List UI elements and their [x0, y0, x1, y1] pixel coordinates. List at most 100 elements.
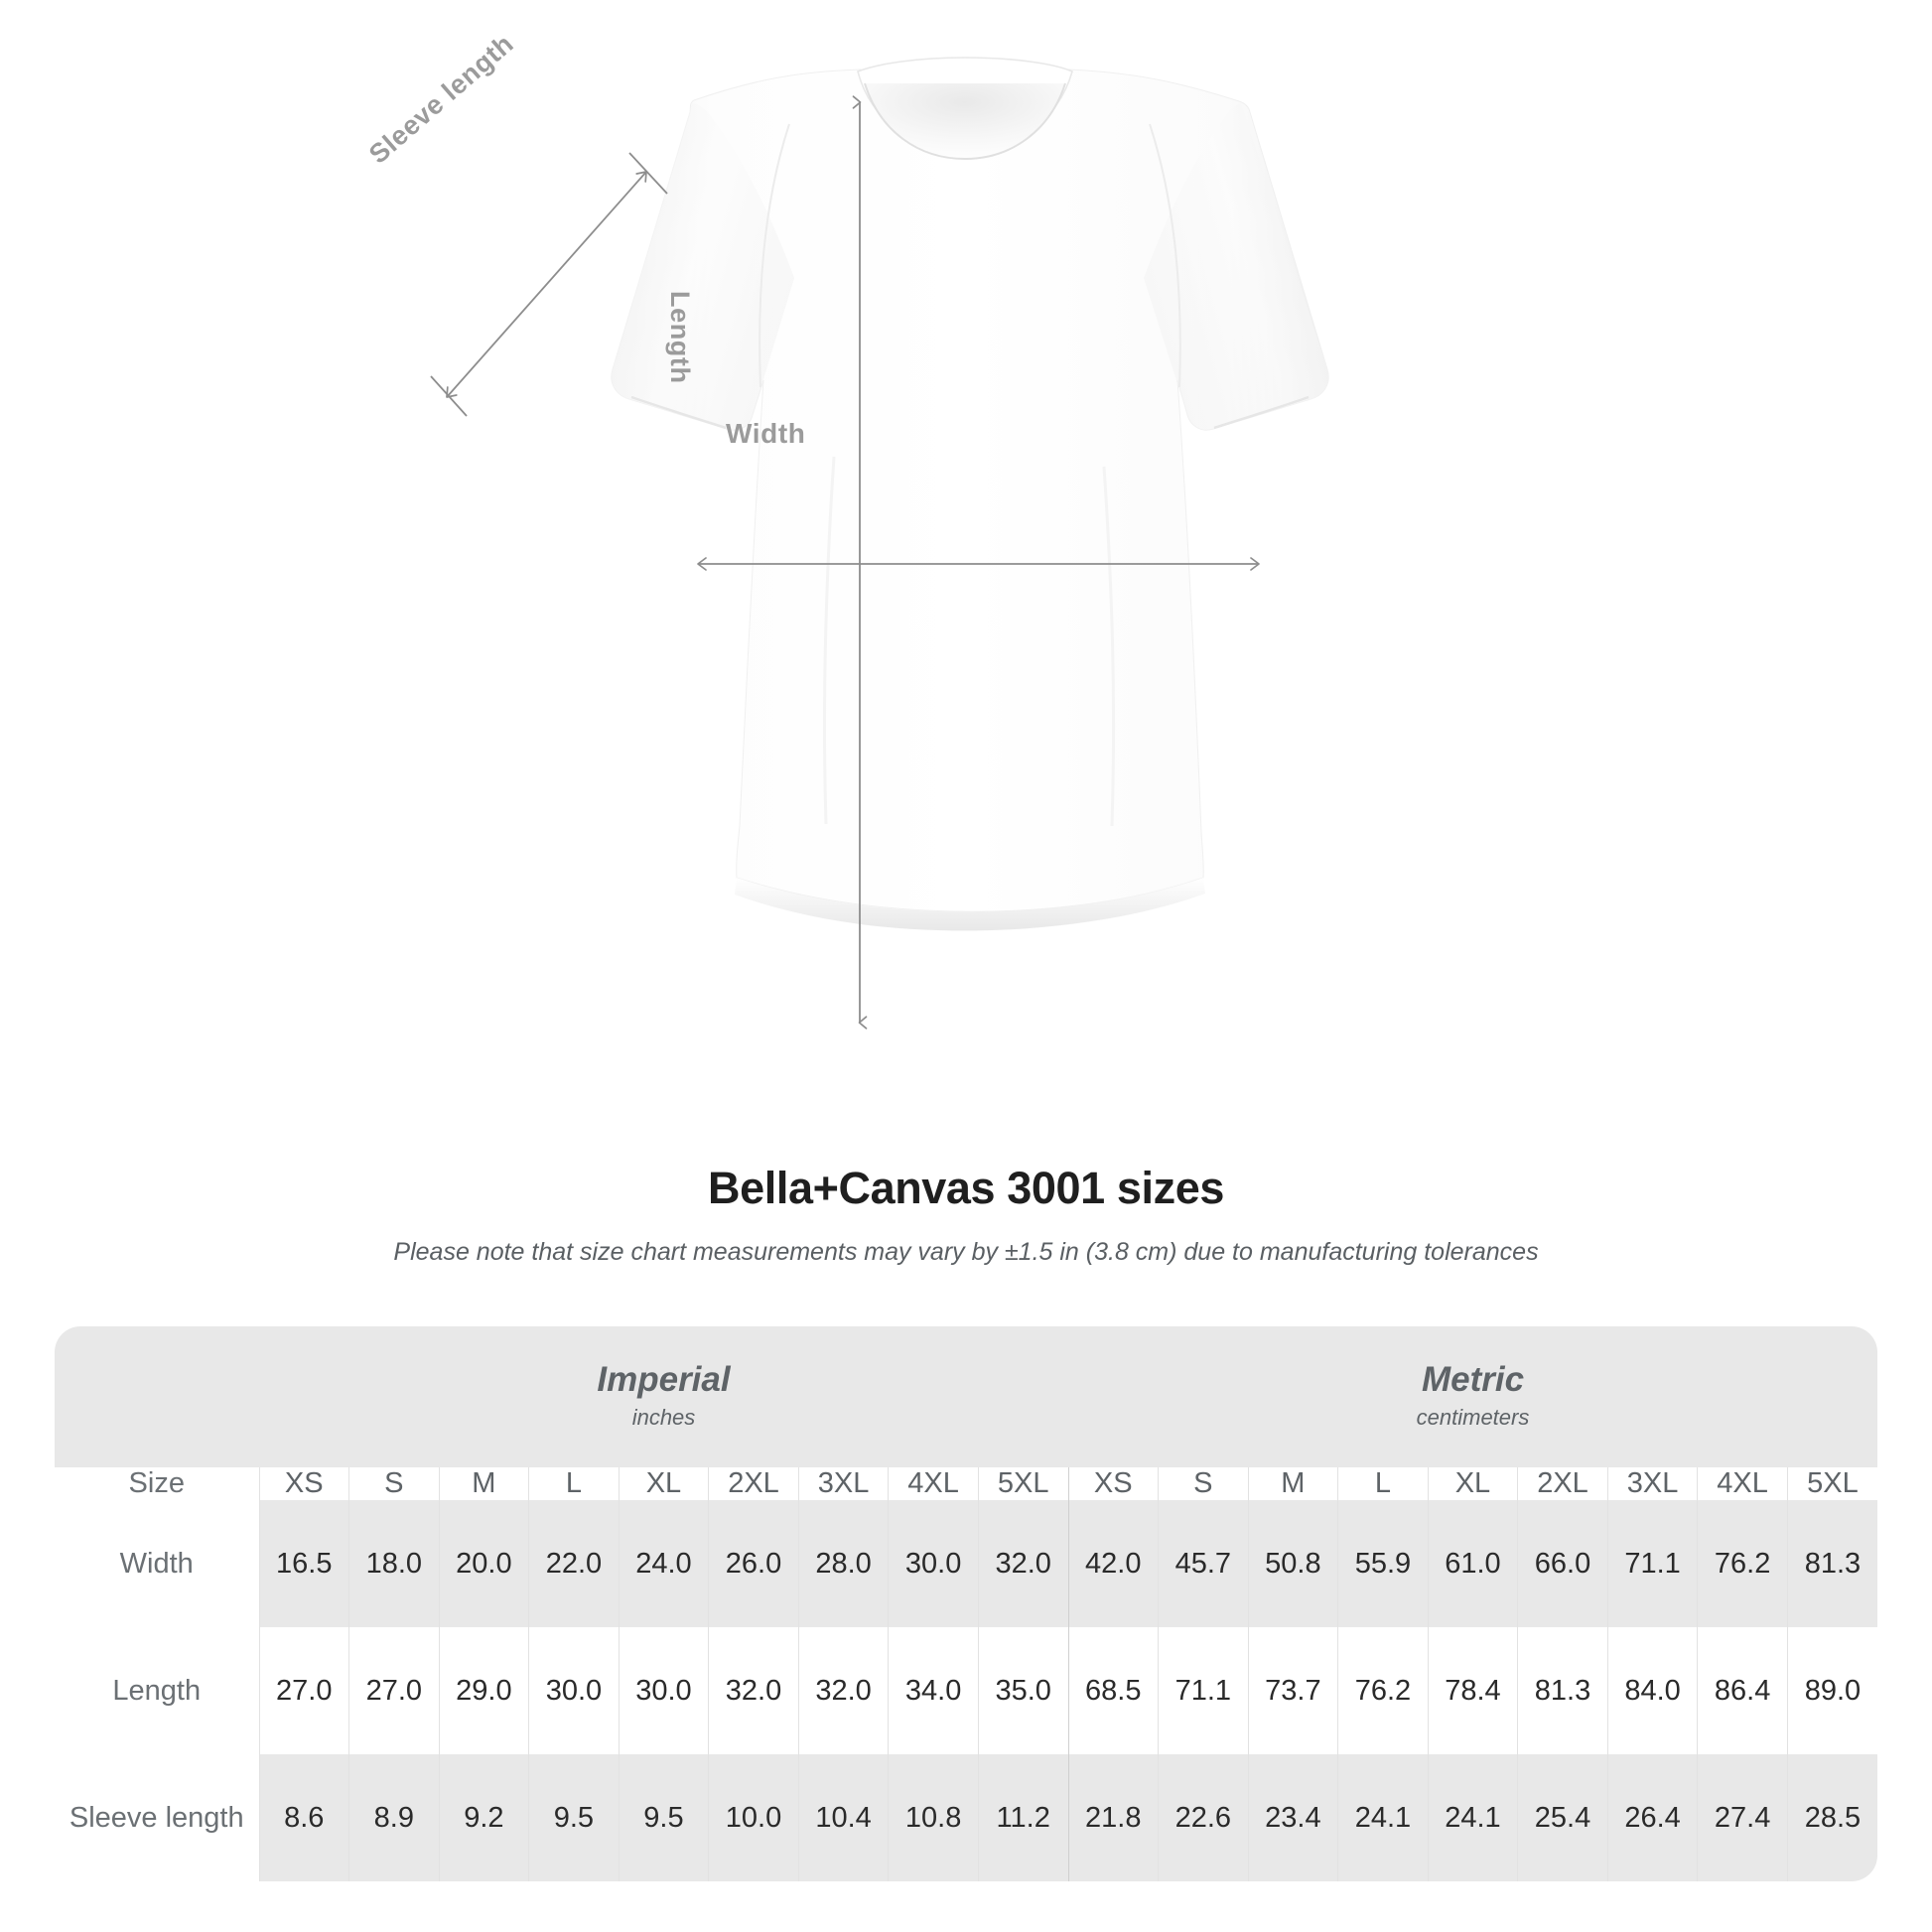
cell-2-16: 27.4 [1697, 1754, 1788, 1881]
cell-0-11: 50.8 [1247, 1500, 1338, 1627]
unit-name-imperial: Imperial [597, 1360, 731, 1400]
tshirt-illustration [430, 57, 1329, 1030]
width-label: Width [726, 418, 806, 449]
size-header-11: M [1247, 1467, 1338, 1500]
cell-1-11: 73.7 [1247, 1627, 1338, 1754]
cell-1-14: 81.3 [1517, 1627, 1608, 1754]
right-sleeve-hem [1213, 395, 1310, 430]
cell-2-5: 10.0 [708, 1754, 799, 1881]
row-label-sleeve-length: Sleeve length [69, 1801, 244, 1834]
sleeve-tick-start [430, 375, 468, 417]
length-label: Length [665, 291, 695, 384]
size-header-17: 5XL [1786, 1467, 1877, 1500]
cell-2-9: 21.8 [1067, 1754, 1159, 1881]
tshirt-left-sleeve [611, 103, 794, 431]
cell-1-15: 84.0 [1606, 1627, 1698, 1754]
cell-2-7: 10.8 [888, 1754, 979, 1881]
cell-2-6: 10.4 [797, 1754, 889, 1881]
left-sleeve-hem [630, 395, 727, 430]
unit-sub-metric: centimeters [1416, 1404, 1530, 1430]
cell-2-3: 9.5 [528, 1754, 620, 1881]
cell-0-7: 30.0 [888, 1500, 979, 1627]
cell-2-14: 25.4 [1517, 1754, 1608, 1881]
cell-1-6: 32.0 [797, 1627, 889, 1754]
body-fold-right [1102, 466, 1116, 827]
cell-0-14: 66.0 [1517, 1500, 1608, 1627]
size-header-14: 2XL [1517, 1467, 1608, 1500]
cell-2-12: 24.1 [1337, 1754, 1429, 1881]
cell-1-9: 68.5 [1067, 1627, 1159, 1754]
cell-1-4: 30.0 [618, 1627, 709, 1754]
cell-2-10: 22.6 [1158, 1754, 1249, 1881]
size-header-9: XS [1067, 1467, 1159, 1500]
cell-0-5: 26.0 [708, 1500, 799, 1627]
size-header-16: 4XL [1697, 1467, 1788, 1500]
cell-2-8: 11.2 [977, 1754, 1068, 1881]
table-body: Width 16.5 18.0 20.0 22.0 24.0 26.0 28.0 30.0 32.… [55, 1500, 1877, 1881]
cell-1-10: 71.1 [1158, 1627, 1249, 1754]
right-armhole-seam [1149, 123, 1181, 388]
unit-name-metric: Metric [1421, 1360, 1525, 1400]
table-row: Length 27.0 27.0 29.0 30.0 30.0 32.0 32.0 34.0 35… [55, 1627, 1877, 1754]
cell-2-0: 8.6 [258, 1754, 349, 1881]
size-header-row: Size XS S M L XL 2XL 3XL 4XL 5XL XS S M L XL 2XL 3XL 4XL… [55, 1467, 1877, 1500]
size-chart-table-wrapper: Imperial inches Metric centimeters Size … [55, 1326, 1877, 1881]
cell-1-0: 27.0 [258, 1627, 349, 1754]
size-header-15: 3XL [1606, 1467, 1698, 1500]
size-header-2: M [438, 1467, 529, 1500]
cell-0-12: 55.9 [1337, 1500, 1429, 1627]
cell-1-13: 78.4 [1427, 1627, 1518, 1754]
cell-0-4: 24.0 [618, 1500, 709, 1627]
cell-0-10: 45.7 [1158, 1500, 1249, 1627]
row-label-length: Length [112, 1674, 202, 1707]
cell-2-1: 8.9 [348, 1754, 440, 1881]
size-chart-table: Imperial inches Metric centimeters Size … [55, 1326, 1877, 1881]
cell-0-0: 16.5 [258, 1500, 349, 1627]
cell-1-2: 29.0 [438, 1627, 529, 1754]
cell-2-2: 9.2 [438, 1754, 529, 1881]
cell-2-11: 23.4 [1247, 1754, 1338, 1881]
unit-group-imperial: Imperial inches [259, 1326, 1068, 1467]
cell-0-16: 76.2 [1697, 1500, 1788, 1627]
cell-0-1: 18.0 [348, 1500, 440, 1627]
sleeve-dimension-arrow [446, 171, 647, 398]
tolerance-note: Please note that size chart measurements… [393, 1238, 1539, 1266]
sleeve-tick-end [628, 152, 668, 195]
cell-1-7: 34.0 [888, 1627, 979, 1754]
cell-0-2: 20.0 [438, 1500, 529, 1627]
cell-0-13: 61.0 [1427, 1500, 1518, 1627]
size-header-6: 3XL [797, 1467, 889, 1500]
cell-1-16: 86.4 [1697, 1627, 1788, 1754]
size-header-3: L [528, 1467, 620, 1500]
size-header-13: XL [1427, 1467, 1518, 1500]
left-armhole-seam [759, 123, 790, 388]
unit-group-metric: Metric centimeters [1068, 1326, 1877, 1467]
cell-1-1: 27.0 [348, 1627, 440, 1754]
size-header-1: S [348, 1467, 440, 1500]
page-title: Bella+Canvas 3001 sizes [708, 1163, 1224, 1213]
size-header-12: L [1337, 1467, 1429, 1500]
cell-2-4: 9.5 [618, 1754, 709, 1881]
table-head: Imperial inches Metric centimeters Size … [55, 1326, 1877, 1500]
size-header-10: S [1158, 1467, 1249, 1500]
cell-2-17: 28.5 [1786, 1754, 1877, 1881]
size-header-5: 2XL [708, 1467, 799, 1500]
cell-1-8: 35.0 [977, 1627, 1068, 1754]
unit-banner-spacer [55, 1326, 259, 1467]
cell-0-15: 71.1 [1606, 1500, 1698, 1627]
cell-0-17: 81.3 [1786, 1500, 1877, 1627]
size-header-4: XL [618, 1467, 709, 1500]
size-header-7: 4XL [888, 1467, 979, 1500]
row-header-size: Size [128, 1467, 185, 1499]
cell-0-3: 22.0 [528, 1500, 620, 1627]
tshirt-neckline [864, 82, 1066, 161]
table-row: Sleeve length 8.6 8.9 9.2 9.5 9.5 10.0 10.4 10.8… [55, 1754, 1877, 1881]
unit-sub-imperial: inches [631, 1404, 696, 1430]
cell-0-8: 32.0 [977, 1500, 1068, 1627]
row-label-width: Width [119, 1547, 194, 1580]
cell-1-3: 30.0 [528, 1627, 620, 1754]
title-block: Bella+Canvas 3001 sizes Please note that… [0, 1163, 1932, 1267]
cell-2-15: 26.4 [1606, 1754, 1698, 1881]
tshirt-diagram: Sleeve length Length Width [363, 28, 1329, 1030]
table-row: Width 16.5 18.0 20.0 22.0 24.0 26.0 28.0 30.0 32.… [55, 1500, 1877, 1627]
